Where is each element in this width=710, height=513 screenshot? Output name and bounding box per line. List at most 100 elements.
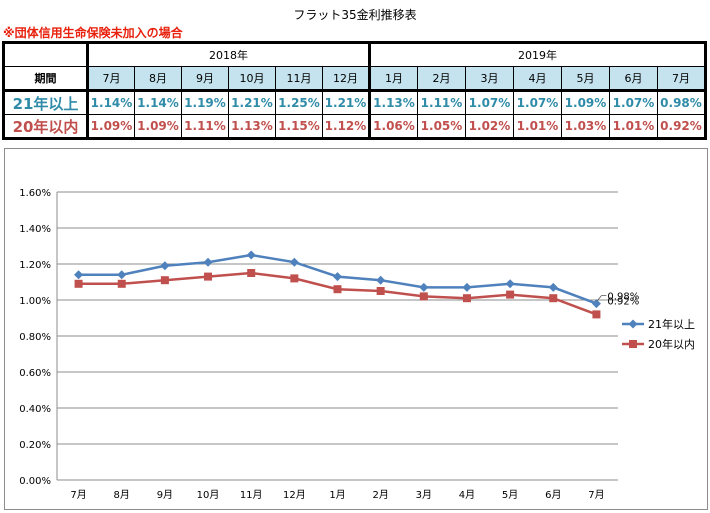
x-tick-label: 6月 [545, 489, 561, 501]
rate-cell: 1.09% [561, 90, 610, 115]
month-header: 10月 [228, 66, 276, 92]
rate-cell: 1.06% [368, 114, 418, 140]
rate-cell: 1.07% [513, 90, 562, 115]
data-point [204, 272, 213, 281]
row-label-over-21: 21年以上 [2, 90, 88, 115]
x-tick-label: 5月 [502, 489, 518, 501]
x-tick-label: 8月 [114, 489, 130, 501]
rate-cell: 1.05% [417, 114, 466, 140]
x-tick-label: 11月 [240, 489, 263, 501]
month-header: 11月 [275, 66, 323, 92]
data-point [462, 294, 471, 303]
y-tick-label: 1.60% [19, 188, 51, 199]
rate-cell: 1.14% [134, 90, 182, 115]
year-header-2019: 2019年 [368, 41, 707, 67]
rate-cell: 1.12% [322, 114, 370, 140]
x-tick-label: 3月 [416, 489, 432, 501]
legend-marker [628, 319, 638, 329]
rate-cell: 1.01% [609, 114, 658, 140]
data-point [203, 257, 213, 267]
note-text: ※団体信用生命保険未加入の場合 [3, 26, 183, 40]
x-tick-label: 12月 [283, 489, 306, 501]
legend-label: 21年以上 [648, 317, 695, 331]
rate-table: 2018年 2019年 期間 7月 8月 9月 10月 11月 12月 1月 2… [2, 41, 707, 140]
period-label: 期間 [2, 66, 88, 92]
table-corner [2, 41, 88, 67]
data-point [74, 279, 83, 288]
data-point [592, 310, 601, 319]
rate-cell: 1.25% [275, 90, 323, 115]
rate-cell: 1.11% [181, 114, 229, 140]
data-label: 0.92% [607, 296, 639, 307]
data-point [246, 250, 256, 260]
chart-frame [4, 148, 708, 510]
rate-cell: 1.02% [465, 114, 514, 140]
data-point [117, 270, 127, 280]
data-point [419, 292, 428, 301]
month-header: 2月 [417, 66, 466, 92]
rate-cell: 1.15% [275, 114, 323, 140]
data-point [333, 272, 342, 282]
data-point [506, 290, 515, 299]
y-tick-label: 1.40% [19, 224, 51, 235]
x-tick-label: 4月 [459, 489, 475, 501]
data-point [376, 287, 385, 295]
month-header: 4月 [513, 66, 562, 92]
data-point [117, 279, 126, 288]
x-tick-label: 7月 [70, 489, 86, 501]
data-point [289, 257, 299, 267]
page-title: フラット35金利推移表 [293, 8, 417, 22]
annotation-leader [597, 295, 607, 301]
x-tick-label: 10月 [197, 489, 220, 501]
month-header: 5月 [561, 66, 610, 92]
data-label: 0.98% [607, 292, 639, 303]
x-tick-label: 1月 [329, 489, 345, 501]
line-chart: 0.00% 0.20% 0.40% 0.60% 0.80% 1.00% 1.20% 1.40%… [19, 188, 695, 501]
data-point [462, 282, 472, 292]
y-tick-label: 0.20% [19, 440, 51, 451]
rate-cell: 1.21% [322, 90, 370, 115]
data-point [333, 285, 342, 294]
y-tick-label: 0.40% [19, 404, 51, 415]
month-header: 7月 [86, 66, 135, 92]
x-tick-label: 7月 [588, 489, 604, 501]
x-tick-label: 2月 [372, 489, 388, 501]
rate-cell: 1.21% [228, 90, 276, 115]
data-point [376, 275, 386, 285]
y-tick-label: 0.80% [19, 332, 51, 343]
month-header: 6月 [609, 66, 658, 92]
rate-cell: 1.03% [561, 114, 610, 140]
data-point [549, 294, 558, 303]
rate-cell: 0.98% [657, 90, 707, 115]
rate-cell: 1.01% [513, 114, 562, 140]
data-point [591, 299, 601, 309]
data-point [419, 282, 429, 292]
rate-cell: 1.13% [228, 114, 276, 140]
data-point [160, 261, 170, 271]
rate-cell: 1.07% [609, 90, 658, 115]
rate-cell: 1.13% [368, 90, 418, 115]
data-point [548, 282, 558, 292]
rate-cell: 1.14% [86, 90, 135, 115]
rate-cell: 1.07% [465, 90, 514, 115]
row-label-under-20: 20年以内 [2, 114, 88, 140]
x-tick-label: 9月 [157, 489, 173, 501]
year-header-2018: 2018年 [86, 41, 370, 67]
y-tick-label: 1.00% [19, 296, 51, 307]
legend-marker [629, 340, 637, 348]
y-tick-label: 1.20% [19, 260, 51, 271]
data-point [160, 276, 169, 285]
rate-cell: 1.09% [134, 114, 182, 140]
rate-cell: 1.11% [417, 90, 466, 115]
month-header: 3月 [465, 66, 514, 92]
data-point [74, 270, 84, 280]
month-header: 1月 [368, 66, 418, 92]
data-point [247, 269, 256, 277]
month-header: 9月 [181, 66, 229, 92]
data-point [505, 279, 515, 289]
data-point [290, 274, 299, 283]
y-tick-label: 0.00% [19, 476, 51, 487]
legend-label: 20年以内 [648, 337, 695, 351]
month-header: 7月 [657, 66, 707, 92]
rate-cell: 0.92% [657, 114, 707, 140]
